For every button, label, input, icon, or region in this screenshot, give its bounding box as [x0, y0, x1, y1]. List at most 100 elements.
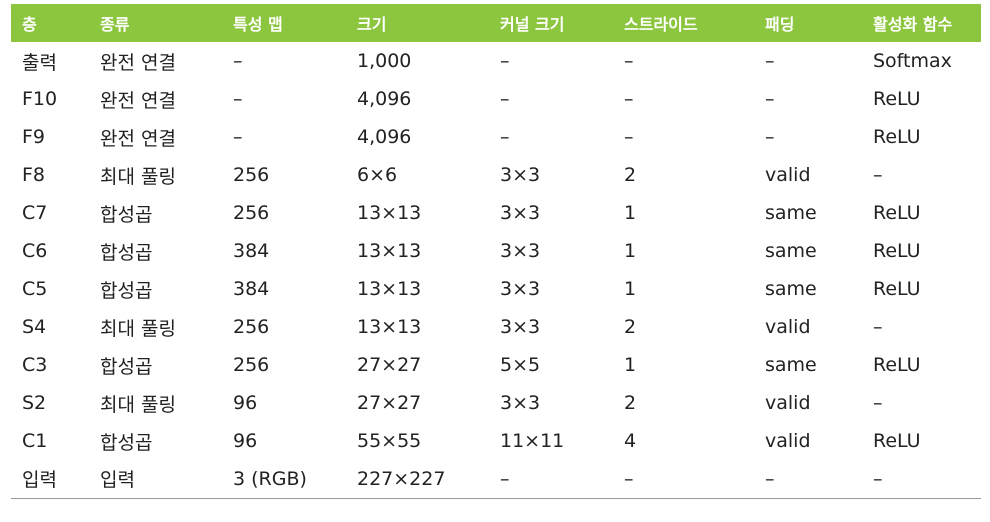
table-row: 입력 입력 3 (RGB) 227×227– – – –	[11, 460, 981, 499]
cell-type: 완전 연결	[100, 51, 176, 74]
cell-padding: –	[765, 126, 775, 148]
cell-size: 27×27	[357, 354, 422, 376]
cell-padding: same	[765, 202, 817, 224]
cell-stride: 1	[624, 354, 637, 376]
cell-stride: 1	[624, 202, 637, 224]
table-row: C6 합성곱 384 13×13 3×3 1 same ReLU	[11, 232, 981, 270]
cell-size: 1,000	[357, 50, 412, 72]
table-row: C7 합성곱 256 13×13 3×3 1 same ReLU	[11, 194, 981, 232]
cell-feature-maps: 256	[233, 354, 270, 376]
cell-activation: ReLU	[873, 354, 921, 376]
cell-layer: F9	[22, 126, 46, 148]
cell-type: 합성곱	[100, 241, 153, 264]
header-activation: 활성화 함수	[873, 15, 953, 34]
cell-padding: same	[765, 278, 817, 300]
cell-padding: –	[765, 88, 775, 110]
cell-size: 4,096	[357, 126, 412, 148]
header-layer: 층	[22, 15, 37, 34]
cell-stride: –	[613, 460, 754, 499]
cell-size: 13×13	[357, 202, 422, 224]
cell-stride: 4	[624, 430, 637, 452]
cell-type: 완전 연결	[100, 127, 176, 150]
cell-layer: 출력	[22, 51, 57, 74]
cell-activation: ReLU	[873, 88, 921, 110]
cell-type: 완전 연결	[100, 89, 176, 112]
cell-type: 최대 풀링	[100, 165, 176, 188]
cell-kernel-size: –	[500, 88, 510, 110]
cell-kernel-size: 3×3	[500, 164, 541, 186]
cell-feature-maps: 256	[233, 316, 270, 338]
cell-padding: same	[765, 354, 817, 376]
cell-size: 227×227	[346, 460, 489, 499]
cell-padding: –	[754, 460, 862, 499]
cell-activation: ReLU	[873, 240, 921, 262]
cell-activation: ReLU	[873, 278, 921, 300]
cell-stride: –	[624, 50, 634, 72]
cell-padding: valid	[765, 316, 811, 338]
table-row: C3 합성곱 256 27×27 5×5 1 same ReLU	[11, 346, 981, 384]
cell-layer: C6	[22, 240, 48, 262]
cell-layer: C7	[22, 202, 48, 224]
cell-kernel-size: 5×5	[500, 354, 541, 376]
table-row: S4 최대 풀링 256 13×13 3×3 2 valid –	[11, 308, 981, 346]
cell-activation: –	[873, 316, 883, 338]
table-row: F10 완전 연결 – 4,096 – – – ReLU	[11, 80, 981, 118]
cell-feature-maps: 384	[233, 278, 270, 300]
cell-feature-maps: 256	[233, 164, 270, 186]
cell-padding: valid	[765, 392, 811, 414]
cell-kernel-size: 3×3	[500, 202, 541, 224]
cell-stride: –	[624, 126, 634, 148]
header-stride: 스트라이드	[624, 15, 698, 34]
cell-kernel-size: 3×3	[500, 316, 541, 338]
cell-layer: F10	[22, 88, 58, 110]
cell-feature-maps: 256	[233, 202, 270, 224]
cell-activation: Softmax	[873, 50, 952, 72]
table-row: C1 합성곱 96 55×55 11×11 4 valid ReLU	[11, 422, 981, 460]
cell-activation: –	[873, 392, 883, 414]
table-row: F8 최대 풀링 256 6×6 3×3 2 valid –	[11, 156, 981, 194]
cell-feature-maps: 96	[233, 392, 258, 414]
cell-type: 최대 풀링	[100, 393, 176, 416]
cell-feature-maps: 384	[233, 240, 270, 262]
header-size: 크기	[357, 15, 387, 34]
cell-padding: same	[765, 240, 817, 262]
cell-stride: 1	[624, 278, 637, 300]
cell-layer: C5	[22, 278, 48, 300]
cell-feature-maps: –	[233, 126, 243, 148]
cell-activation: –	[862, 460, 981, 499]
header-feature-maps: 특성 맵	[233, 15, 283, 34]
cell-layer: 입력	[11, 460, 89, 499]
cell-layer: F8	[22, 164, 46, 186]
cell-padding: valid	[765, 430, 811, 452]
cell-activation: ReLU	[873, 202, 921, 224]
cell-feature-maps: –	[233, 88, 243, 110]
cell-kernel-size: 3×3	[500, 240, 541, 262]
table-body: 출력 완전 연결 –1,000– – – Softmax F10 완전 연결 –4,096– – –…	[11, 42, 981, 499]
cell-layer: S2	[22, 392, 47, 414]
cell-kernel-size: –	[489, 460, 613, 499]
cell-kernel-size: –	[500, 126, 510, 148]
cell-type: 합성곱	[100, 279, 153, 302]
cell-activation: ReLU	[873, 126, 921, 148]
cell-size: 27×27	[357, 392, 422, 414]
cell-type: 최대 풀링	[100, 317, 176, 340]
cell-kernel-size: 11×11	[500, 430, 565, 452]
header-kernel-size: 커널 크기	[500, 15, 565, 34]
cell-kernel-size: –	[500, 50, 510, 72]
table-row: S2 최대 풀링 96 27×27 3×3 2 valid –	[11, 384, 981, 422]
cell-size: 13×13	[357, 240, 422, 262]
cell-activation: –	[873, 164, 883, 186]
cell-size: 13×13	[357, 316, 422, 338]
cell-stride: 2	[624, 392, 637, 414]
cell-size: 4,096	[357, 88, 412, 110]
cell-padding: valid	[765, 164, 811, 186]
layer-table: 층 종류 특성 맵 크기 커널 크기 스트라이드 패딩 활성화 함수 출력 완전 연결 –1,00…	[11, 4, 981, 499]
cell-kernel-size: 3×3	[500, 392, 541, 414]
cell-activation: ReLU	[873, 430, 921, 452]
cell-layer: C3	[22, 354, 48, 376]
cell-type: 합성곱	[100, 355, 153, 378]
table-row: 출력 완전 연결 – 1,000 – – – Softmax	[11, 42, 981, 80]
header-row: 층 종류 특성 맵 크기 커널 크기 스트라이드 패딩 활성화 함수	[11, 4, 981, 42]
cell-type: 입력	[89, 460, 222, 499]
